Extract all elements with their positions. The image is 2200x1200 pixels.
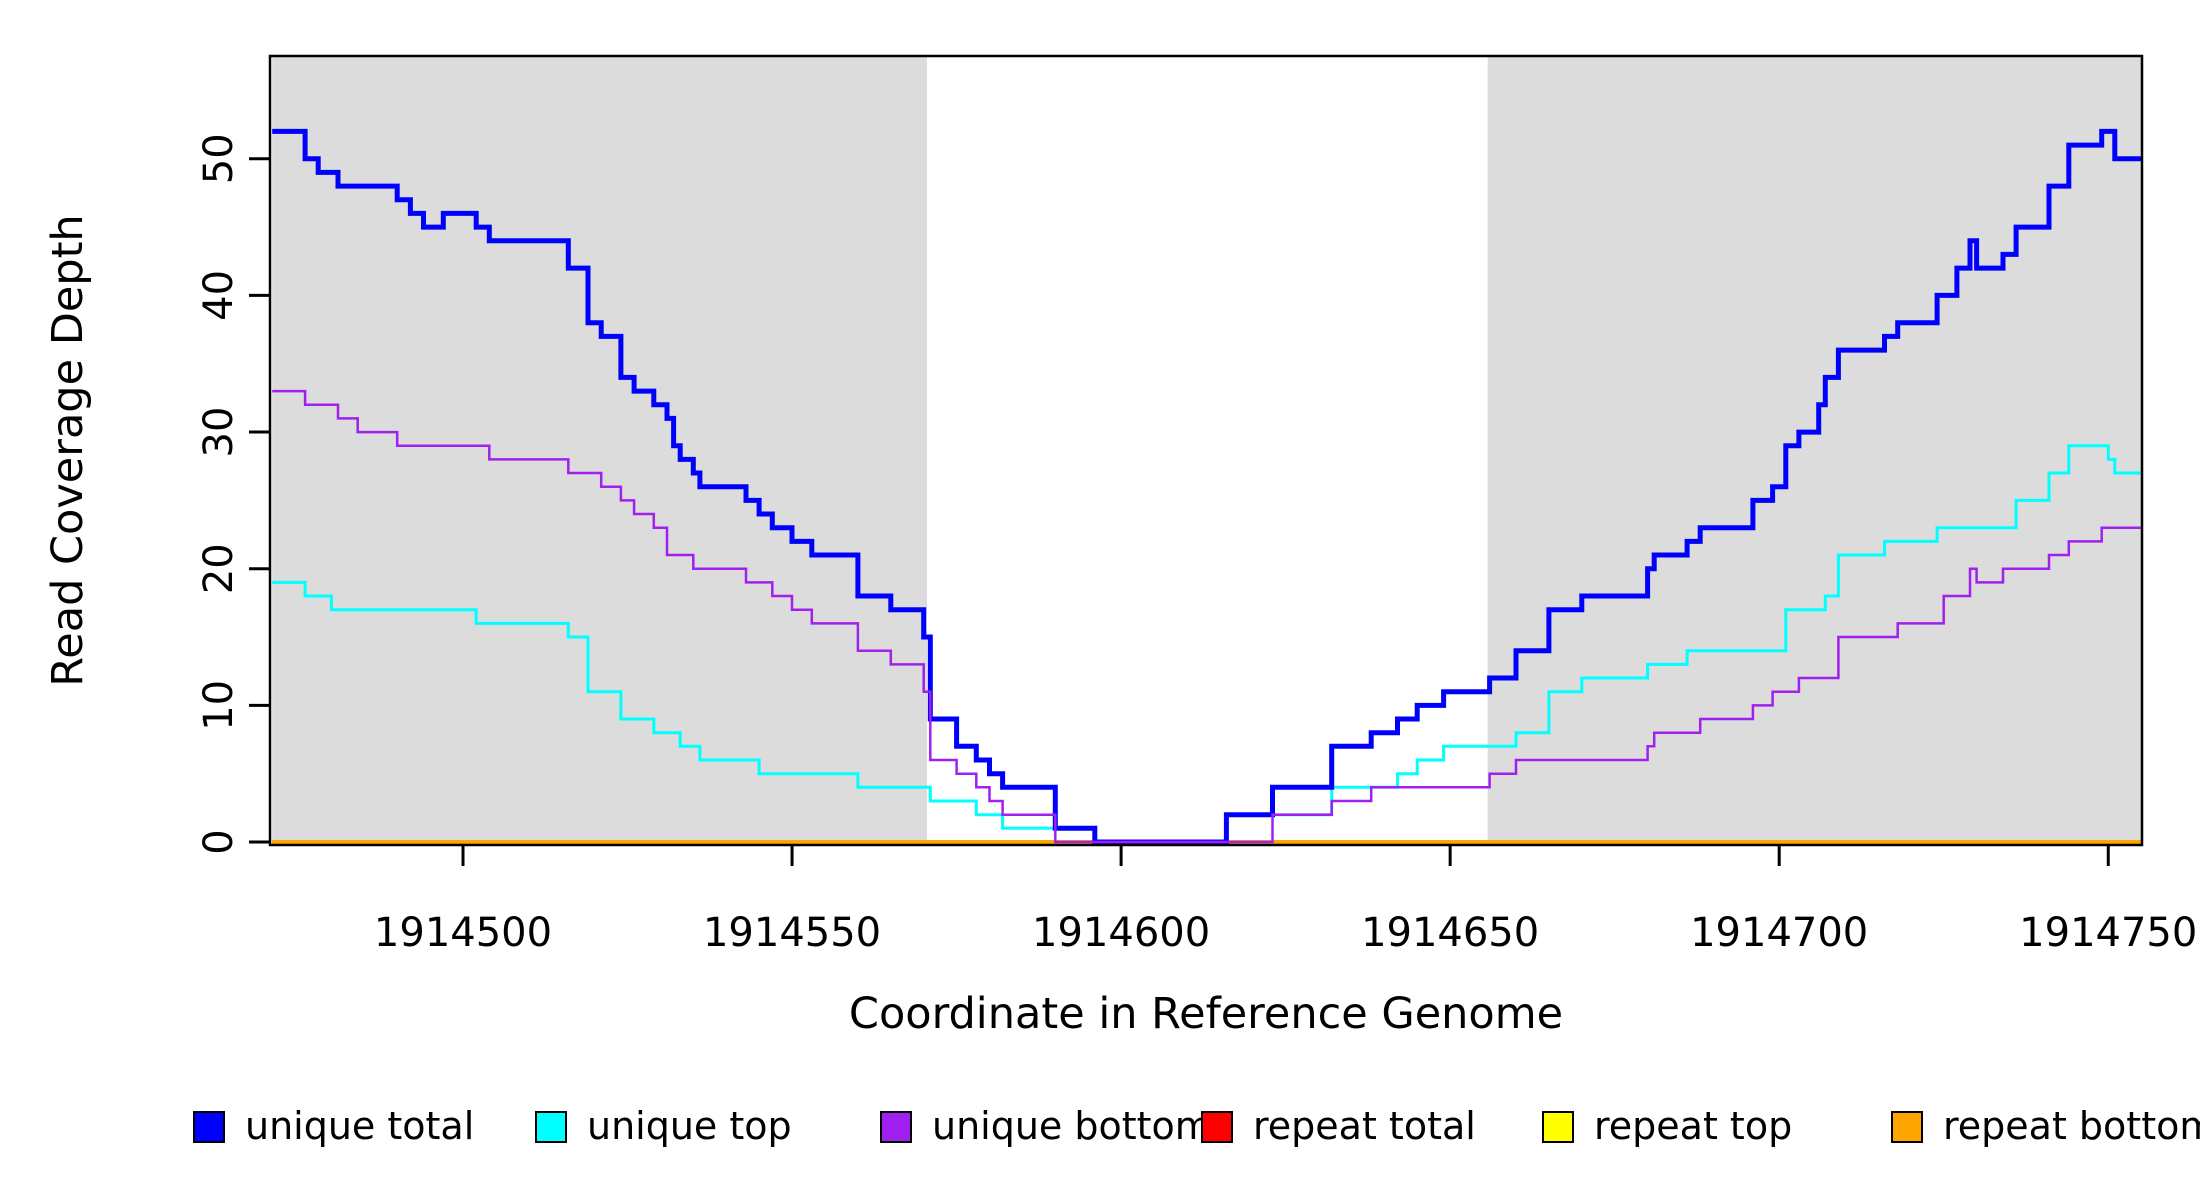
x-axis-tick-label: 1914750 — [2019, 910, 2197, 956]
legend-swatch-unique-top — [535, 1111, 567, 1143]
series-unique-bottom-line — [272, 389, 2142, 844]
y-axis-tick-label: 0 — [196, 829, 242, 854]
x-axis-tick-label: 1914700 — [1690, 910, 1868, 956]
x-axis-tick-label: 1914650 — [1361, 910, 1539, 956]
plot-border — [268, 54, 2144, 847]
y-axis-tick-label: 50 — [196, 133, 242, 184]
series-unique-total-line — [272, 128, 2142, 845]
y-axis-tick-label: 10 — [196, 680, 242, 731]
legend-label-repeat-total: repeat total — [1253, 1104, 1476, 1148]
y-axis-tick-label: 20 — [196, 543, 242, 594]
y-axis-tick-label: 30 — [196, 407, 242, 458]
legend-swatch-repeat-top — [1542, 1111, 1574, 1143]
x-axis-tick-label: 1914600 — [1032, 910, 1210, 956]
legend-label-repeat-top: repeat top — [1594, 1104, 1792, 1148]
x-axis-tick-label: 1914550 — [703, 910, 881, 956]
legend-label-unique-total: unique total — [245, 1104, 474, 1148]
legend-label-unique-top: unique top — [587, 1104, 792, 1148]
legend-label-repeat-bottom: repeat bottom — [1943, 1104, 2200, 1148]
legend-swatch-repeat-bottom — [1891, 1111, 1923, 1143]
y-axis-tick-label: 40 — [196, 270, 242, 321]
x-axis-tick-label: 1914500 — [374, 910, 552, 956]
unique-region-right — [1487, 57, 2142, 844]
series-unique-top-line — [272, 444, 2142, 844]
y-axis-title: Read Coverage Depth — [43, 214, 93, 686]
legend-swatch-unique-bottom — [880, 1111, 912, 1143]
legend-swatch-repeat-total — [1201, 1111, 1233, 1143]
legend-swatch-unique-total — [193, 1111, 225, 1143]
x-axis-title: Coordinate in Reference Genome — [849, 989, 1563, 1039]
legend-label-unique-bottom: unique bottom — [932, 1104, 1212, 1148]
unique-region-left — [272, 57, 927, 844]
